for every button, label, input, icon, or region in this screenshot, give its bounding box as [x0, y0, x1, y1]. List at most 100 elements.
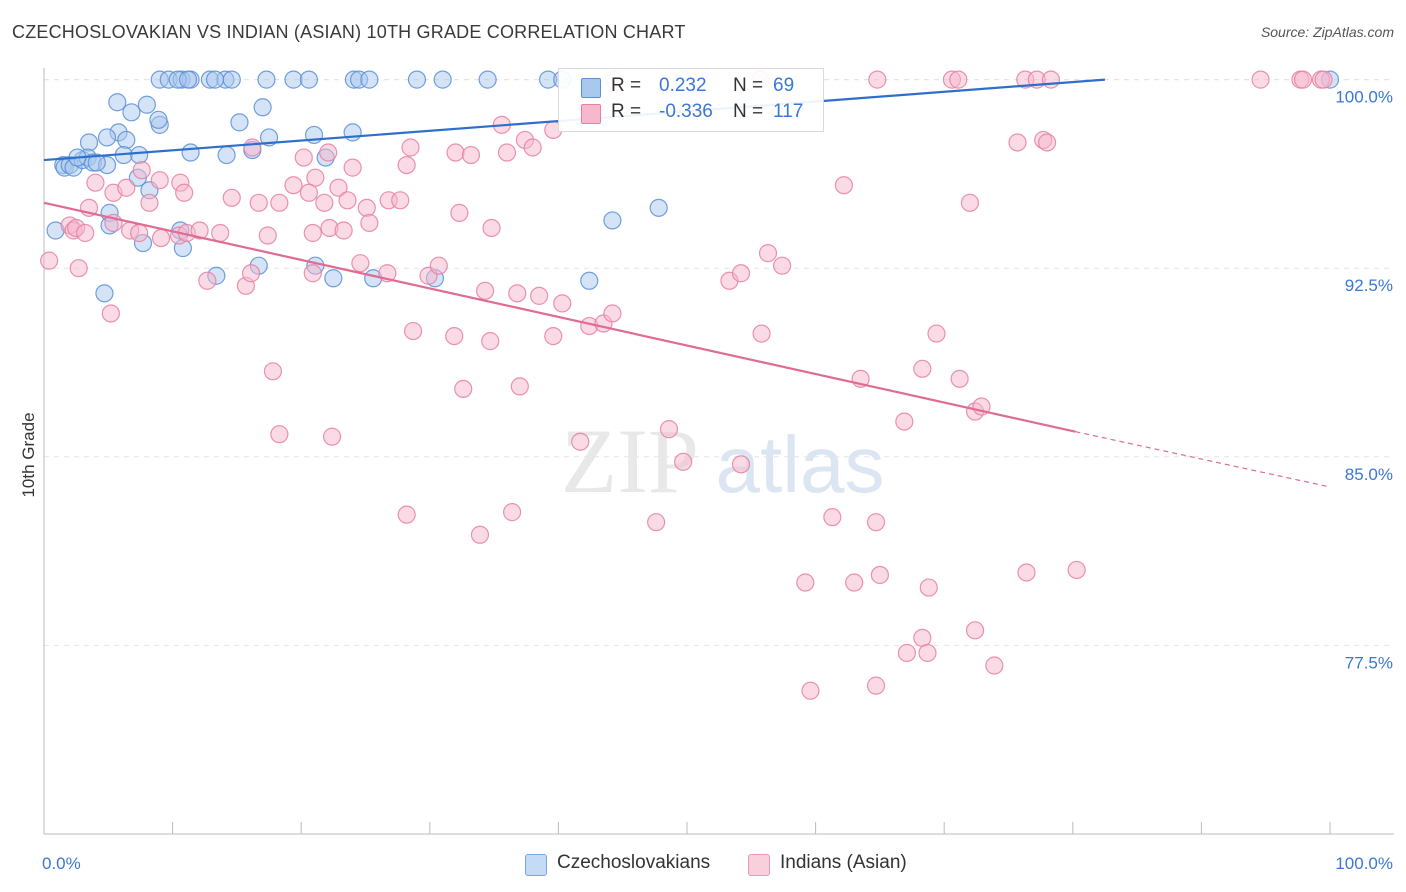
y-axis-label: 10th Grade: [19, 412, 38, 497]
indian-point: [553, 294, 572, 313]
indian-point: [319, 143, 338, 162]
indian-point: [1017, 563, 1036, 582]
legend-r-value-indian: -0.336: [659, 101, 713, 122]
indian-point: [117, 178, 136, 197]
source-label: Source: ZipAtlas.com: [1260, 24, 1394, 40]
indian-point: [360, 213, 379, 233]
indian-trend-line: [43, 201, 1076, 433]
czech-point: [181, 143, 200, 162]
chart-title: CZECHOSLOVAKIAN VS INDIAN (ASIAN) 10TH G…: [12, 22, 686, 42]
bottom-legend-label-czech: Czechoslovakians: [557, 852, 711, 873]
indian-point: [1067, 560, 1086, 580]
indian-point: [801, 681, 820, 700]
indian-point: [845, 573, 864, 592]
indian-point: [284, 176, 303, 195]
indian-point: [454, 379, 473, 399]
legend-n-value-czech: 69: [773, 75, 795, 96]
indian-point: [76, 223, 95, 243]
czech-point: [433, 70, 452, 89]
indian-point: [198, 271, 217, 290]
indian-point: [397, 156, 416, 175]
indian-point: [357, 198, 376, 217]
y-tick-label: 92.5%: [1345, 276, 1393, 295]
indian-point: [870, 565, 890, 585]
indian-point: [249, 193, 268, 212]
czech-point: [360, 70, 379, 89]
indian-point: [603, 304, 622, 323]
czech-point: [478, 70, 497, 89]
indian-point: [190, 221, 209, 240]
indian-point: [303, 264, 322, 283]
bottom-legend-swatch-indian: [748, 854, 770, 876]
indian-point: [351, 254, 370, 273]
indian-point: [403, 321, 423, 341]
czech-point: [130, 145, 149, 165]
indian-point: [306, 168, 325, 187]
indian-point: [960, 193, 980, 212]
indian-point: [752, 324, 771, 343]
indian-point: [315, 193, 334, 212]
indian-point: [40, 251, 59, 270]
legend-swatch-czech: [581, 78, 601, 98]
czech-point: [97, 128, 117, 147]
indian-point: [263, 362, 283, 381]
indian-point: [868, 70, 887, 89]
indian-point: [470, 525, 490, 544]
indian-point: [919, 578, 938, 597]
data-points: [40, 70, 1340, 700]
indian-point: [140, 193, 159, 212]
indian-point: [445, 326, 464, 346]
indian-point: [866, 676, 886, 695]
indian-point: [927, 324, 946, 343]
legend-r-value-czech: 0.232: [659, 75, 707, 96]
indian-point: [659, 420, 679, 439]
indian-point: [243, 138, 262, 157]
correlation-legend: R = 0.232 N = 69 R = -0.336 N = 117: [558, 68, 824, 132]
indian-point: [674, 452, 693, 471]
indian-point: [1251, 70, 1270, 89]
indian-point: [391, 191, 410, 210]
tick-labels: 100.0% 92.5% 85.0% 77.5% 0.0% 100.0%: [42, 88, 1393, 873]
axes: [43, 68, 1394, 835]
czech-point: [137, 95, 156, 114]
indian-point: [211, 223, 230, 243]
czech-point: [95, 284, 114, 303]
indian-point: [482, 218, 501, 238]
indian-point: [1293, 70, 1313, 89]
czech-point: [217, 145, 236, 165]
indian-point: [647, 513, 666, 532]
indian-point: [497, 143, 517, 162]
indian-point: [895, 412, 914, 431]
indian-point: [270, 425, 289, 444]
y-tick-label: 85.0%: [1345, 465, 1393, 484]
czech-point: [79, 133, 99, 152]
bottom-legend-label-indian: Indians (Asian): [780, 852, 907, 873]
legend-r-label: R =: [611, 75, 642, 96]
czech-point: [108, 93, 127, 112]
indian-point: [913, 359, 932, 378]
indian-point: [222, 188, 241, 207]
indian-point: [481, 332, 500, 351]
indian-point: [731, 264, 751, 283]
indian-point: [475, 281, 495, 300]
indian-point: [461, 145, 481, 165]
indian-point: [1037, 133, 1057, 152]
indian-point: [130, 223, 149, 243]
indian-point: [397, 505, 416, 524]
indian-point: [270, 193, 289, 212]
indian-point: [86, 173, 105, 192]
czech-point: [87, 153, 106, 172]
indian-point: [69, 259, 88, 278]
indian-point: [322, 427, 342, 446]
indian-point: [866, 513, 886, 532]
indian-point: [150, 171, 169, 190]
indian-point: [241, 264, 261, 283]
indian-trend-extrapolation: [1075, 431, 1331, 488]
czech-point: [253, 98, 272, 117]
indian-point: [758, 244, 778, 263]
indian-point: [338, 191, 357, 210]
indian-point: [294, 148, 313, 167]
indian-point: [985, 656, 1004, 675]
czech-point: [580, 271, 599, 290]
czech-point: [284, 70, 303, 89]
